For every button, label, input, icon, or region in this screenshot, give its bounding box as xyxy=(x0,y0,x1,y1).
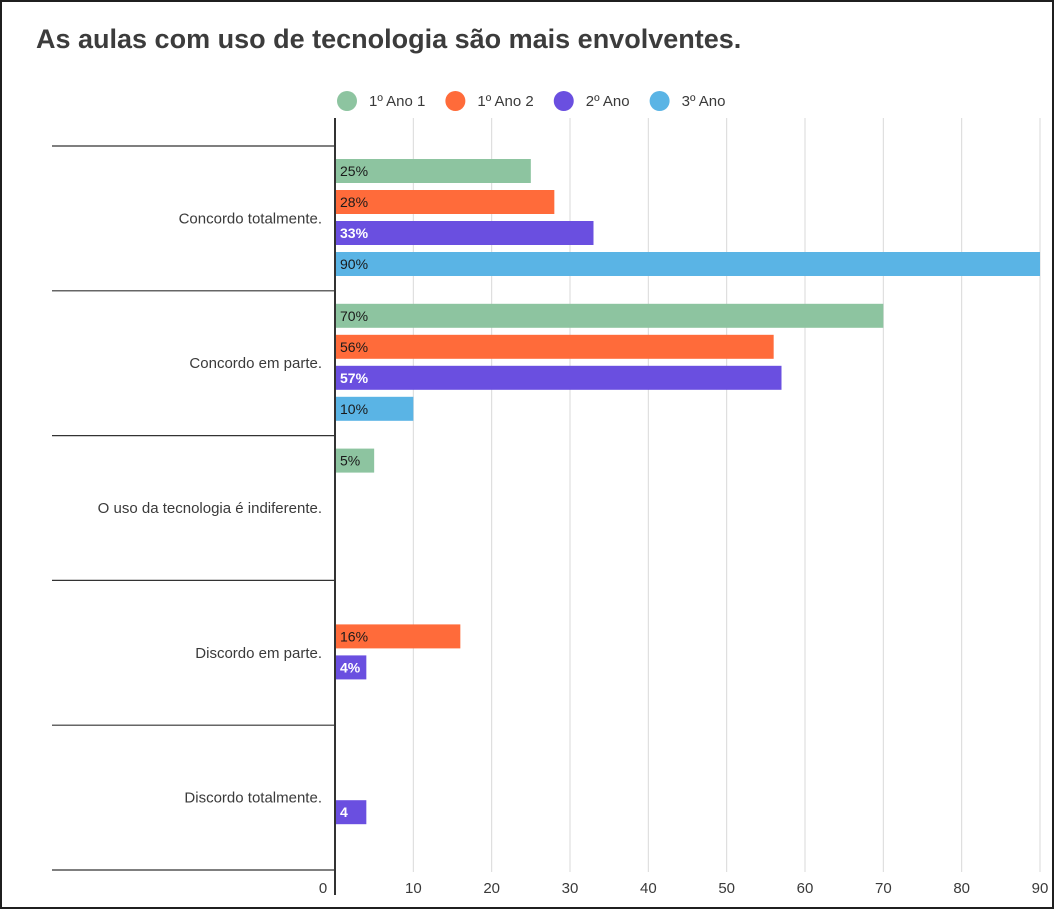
x-tick-label-80: 80 xyxy=(953,880,970,897)
bar-4-2 xyxy=(336,800,367,825)
x-tick-label-90: 90 xyxy=(1032,880,1049,897)
bar-0-2 xyxy=(336,221,594,245)
bar-1-3 xyxy=(336,396,414,421)
bar-1-2 xyxy=(336,365,782,390)
bar-label-0-3: 90% xyxy=(340,256,368,272)
bar-1-0 xyxy=(336,303,884,328)
bar-label-2-0: 5% xyxy=(340,453,360,469)
x-tick-label-40: 40 xyxy=(640,880,657,897)
x-tick-label-60: 60 xyxy=(797,880,814,897)
x-tick-label-20: 20 xyxy=(483,880,500,897)
bar-0-0 xyxy=(336,159,531,183)
category-label-0: Concordo totalmente. xyxy=(179,210,322,227)
x-tick-label-10: 10 xyxy=(405,880,422,897)
bar-label-1-2: 57% xyxy=(340,370,369,386)
bar-label-0-2: 33% xyxy=(340,225,369,241)
legend-marker-1 xyxy=(445,91,466,111)
legend-label-2: 2º Ano xyxy=(586,93,630,110)
bar-label-0-0: 25% xyxy=(340,163,368,179)
bar-label-1-3: 10% xyxy=(340,401,368,417)
bar-label-1-1: 56% xyxy=(340,339,368,355)
legend-label-1: 1º Ano 2 xyxy=(477,93,533,110)
x-tick-label-30: 30 xyxy=(562,880,579,897)
category-label-4: Discordo totalmente. xyxy=(184,790,322,807)
bar-1-1 xyxy=(336,334,774,359)
legend-marker-2 xyxy=(553,91,574,111)
x-tick-label-50: 50 xyxy=(718,880,735,897)
category-label-2: O uso da tecnologia é indiferente. xyxy=(98,500,322,517)
legend-marker-0 xyxy=(337,91,357,111)
bar-label-4-2: 4 xyxy=(340,804,348,820)
bar-0-1 xyxy=(336,190,555,214)
bar-3-2 xyxy=(336,655,367,680)
bar-label-0-1: 28% xyxy=(340,194,368,210)
legend-label-3: 3º Ano xyxy=(682,93,726,110)
x-tick-label-70: 70 xyxy=(875,880,892,897)
bar-3-1 xyxy=(336,624,461,649)
legend-label-0: 1º Ano 1 xyxy=(369,93,425,110)
bar-label-3-1: 16% xyxy=(340,628,368,644)
bar-label-1-0: 70% xyxy=(340,308,368,324)
category-label-1: Concordo em parte. xyxy=(189,355,322,372)
bar-0-3 xyxy=(336,252,1040,276)
x-tick-label-0: 0 xyxy=(319,880,327,897)
category-label-3: Discordo em parte. xyxy=(195,645,322,662)
bar-label-3-2: 4% xyxy=(340,659,361,675)
bar-2-0 xyxy=(336,448,375,473)
legend-marker-3 xyxy=(649,91,670,111)
chart-title: As aulas com uso de tecnologia são mais … xyxy=(36,24,742,54)
